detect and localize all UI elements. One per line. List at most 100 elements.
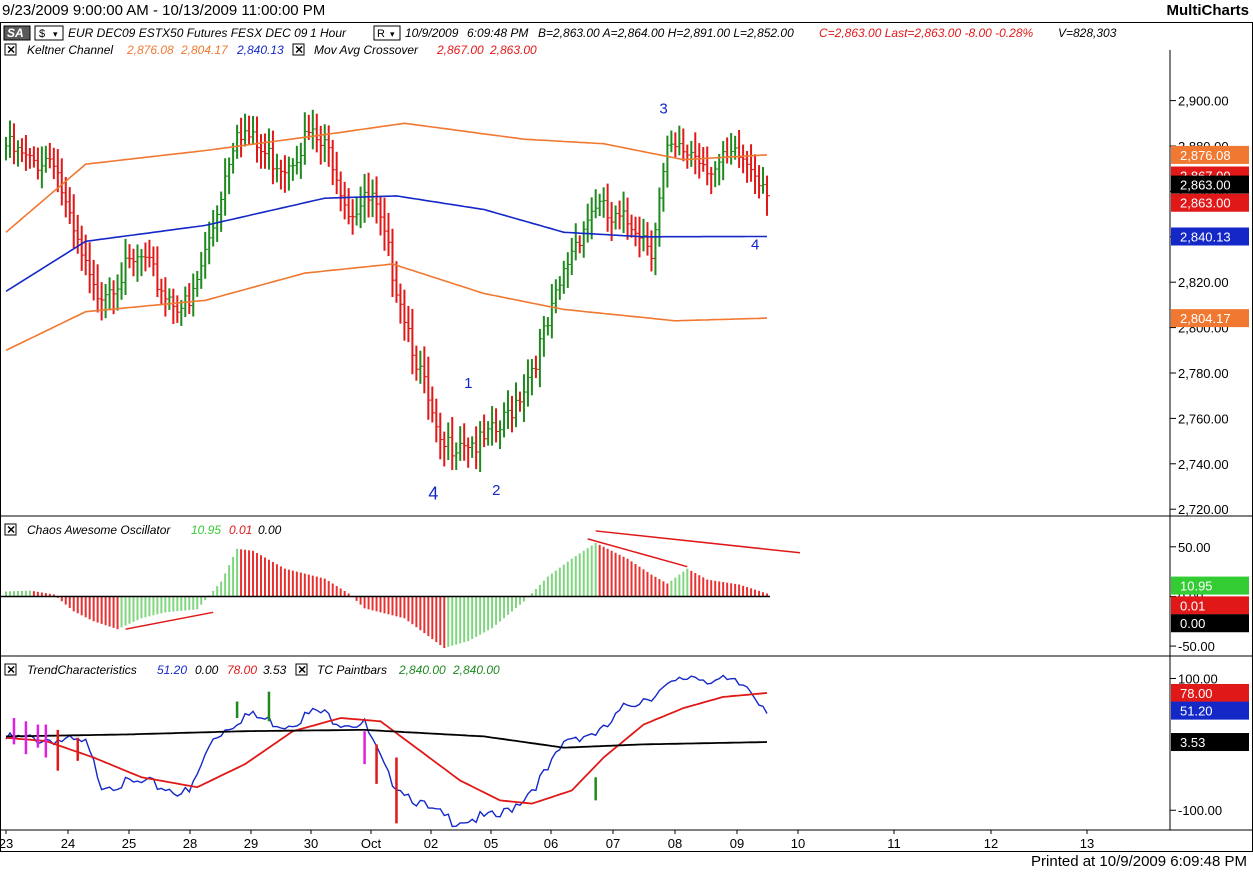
mac-close-button[interactable] <box>292 43 305 56</box>
ao-value-3: 0.00 <box>258 523 282 537</box>
currency-dropdown[interactable] <box>34 25 64 41</box>
tc-study-name: TrendCharacteristics <box>27 663 137 677</box>
ao-tick-label: -50.00 <box>1178 639 1215 654</box>
tc-label-box <box>1171 683 1249 702</box>
tc-value-3: 78.00 <box>227 663 257 677</box>
ao-study-name: Chaos Awesome Oscillator <box>27 523 171 537</box>
price-chart-svg[interactable]: SA $ ▾ EUR DEC09 ESTX50 Futures FESX DEC… <box>0 22 1253 852</box>
price-label-box <box>1171 175 1249 194</box>
time-tick-label: 05 <box>484 836 498 851</box>
time-tick-label: 23 <box>0 836 13 851</box>
wave-label: 4 <box>428 483 438 503</box>
tc-label: 3.53 <box>1180 735 1205 750</box>
price-tick-label: 2,900.00 <box>1178 94 1229 109</box>
ao-value-1: 10.95 <box>191 523 221 537</box>
keltner-upper-line <box>5 122 768 233</box>
tc-label: 51.20 <box>1180 704 1213 719</box>
ao-label: 10.95 <box>1180 579 1213 594</box>
mac-value-1: 2,867.00 <box>436 43 484 57</box>
chart-frame[interactable]: SA $ ▾ EUR DEC09 ESTX50 Futures FESX DEC… <box>0 22 1253 852</box>
ao-divergence-line <box>587 538 688 568</box>
tc-label: 78.00 <box>1180 686 1213 701</box>
time-tick-label: 06 <box>544 836 558 851</box>
close-icon: ✕ <box>7 525 16 537</box>
time-tick-label: 13 <box>1080 836 1094 851</box>
keltner-lower-line <box>5 263 768 352</box>
price-axis: 2,720.002,740.002,760.002,780.002,800.00… <box>1170 94 1249 818</box>
close-icon: ✕ <box>7 45 16 57</box>
tc-value-1: 51.20 <box>157 663 187 677</box>
tc-label-box <box>1171 701 1249 720</box>
instrument-name: EUR DEC09 ESTX50 Futures FESX DEC 09 <box>68 26 308 40</box>
time-tick-label: 11 <box>887 836 901 851</box>
ao-close-button[interactable] <box>4 523 17 536</box>
price-label: 2,876.08 <box>1180 148 1231 163</box>
time-tick-label: 09 <box>730 836 744 851</box>
price-pane[interactable]: 3 4 1 2 4 <box>5 100 770 503</box>
time-tick-label: 24 <box>61 836 75 851</box>
study-legend-main: ✕ Keltner Channel 2,876.08 2,804.17 2,84… <box>4 43 537 57</box>
keltner-lower-value: 2,804.17 <box>180 43 229 57</box>
window-title-bar: 9/23/2009 9:00:00 AM - 10/13/2009 11:00:… <box>0 0 1253 22</box>
price-label-box <box>1171 309 1249 328</box>
time-tick-label: 10 <box>791 836 805 851</box>
tc-label-box <box>1171 733 1249 752</box>
ao-label: 0.01 <box>1180 598 1205 613</box>
price-label-box <box>1171 227 1249 246</box>
keltner-mid-value: 2,840.13 <box>236 43 284 57</box>
tc-value-2: 0.00 <box>195 663 219 677</box>
price-label: 2,863.00 <box>1180 178 1231 193</box>
realtime-dropdown-label: R <box>377 28 385 40</box>
wave-label: 3 <box>659 100 667 117</box>
price-label: 2,840.13 <box>1180 229 1231 244</box>
ao-tick-label: 50.00 <box>1178 540 1211 555</box>
time-tick-label: 28 <box>183 836 197 851</box>
study-legend-tc: ✕ TrendCharacteristics 51.20 0.00 78.00 … <box>4 663 500 677</box>
ao-label: 0.00 <box>1180 616 1205 631</box>
keltner-study-name: Keltner Channel <box>27 43 113 57</box>
price-tick-label: 2,780.00 <box>1178 366 1229 381</box>
sa-button[interactable] <box>3 25 31 41</box>
quote-bid-ask: B=2,863.00 A=2,864.00 H=2,891.00 L=2,852… <box>538 26 794 40</box>
wave-label: 1 <box>464 375 472 392</box>
chevron-down-icon: ▾ <box>53 29 58 39</box>
ao-value-2: 0.01 <box>229 523 252 537</box>
price-tick-label: 2,720.00 <box>1178 502 1229 517</box>
study-legend-ao: ✕ Chaos Awesome Oscillator 10.95 0.01 0.… <box>4 523 282 537</box>
close-icon: ✕ <box>7 665 16 677</box>
interval-label: 1 Hour <box>310 26 347 40</box>
quote-change: C=2,863.00 Last=2,863.00 -8.00 -0.28% <box>819 26 1033 40</box>
tc-pane[interactable] <box>5 674 768 828</box>
time-tick-label: 25 <box>122 836 136 851</box>
ao-pane[interactable] <box>0 530 801 649</box>
time-tick-label: 12 <box>984 836 998 851</box>
tc-baseline <box>6 729 768 749</box>
sa-button-label: SA <box>7 26 24 40</box>
date-range-title: 9/23/2009 9:00:00 AM - 10/13/2009 11:00:… <box>2 2 326 19</box>
keltner-close-button[interactable] <box>4 43 17 56</box>
quote-date: 10/9/2009 <box>405 26 459 40</box>
wave-label: 4 <box>751 237 759 254</box>
ao-label-box <box>1171 614 1249 633</box>
tc-close-button[interactable] <box>4 663 17 676</box>
time-tick-label: 30 <box>304 836 318 851</box>
price-label-box <box>1171 193 1249 212</box>
close-icon: ✕ <box>298 665 307 677</box>
keltner-upper-value: 2,876.08 <box>126 43 174 57</box>
mac-value-2: 2,863.00 <box>489 43 537 57</box>
close-icon: ✕ <box>295 45 304 57</box>
currency-dropdown-label: $ <box>39 28 45 40</box>
tcp-close-button[interactable] <box>295 663 308 676</box>
tcp-value-2: 2,840.00 <box>452 663 500 677</box>
tcp-study-name: TC Paintbars <box>317 663 387 677</box>
quote-volume: V=828,303 <box>1058 26 1117 40</box>
chart-border <box>0 22 1253 852</box>
realtime-dropdown[interactable] <box>373 25 401 41</box>
ao-label-box <box>1171 576 1249 595</box>
symbol-toolbar: SA $ ▾ EUR DEC09 ESTX50 Futures FESX DEC… <box>3 25 1117 41</box>
time-tick-label: 29 <box>244 836 258 851</box>
time-tick-label: 08 <box>668 836 682 851</box>
tcp-value-1: 2,840.00 <box>398 663 446 677</box>
price-tick-label: 2,740.00 <box>1178 457 1229 472</box>
price-tick-label: 2,760.00 <box>1178 411 1229 426</box>
